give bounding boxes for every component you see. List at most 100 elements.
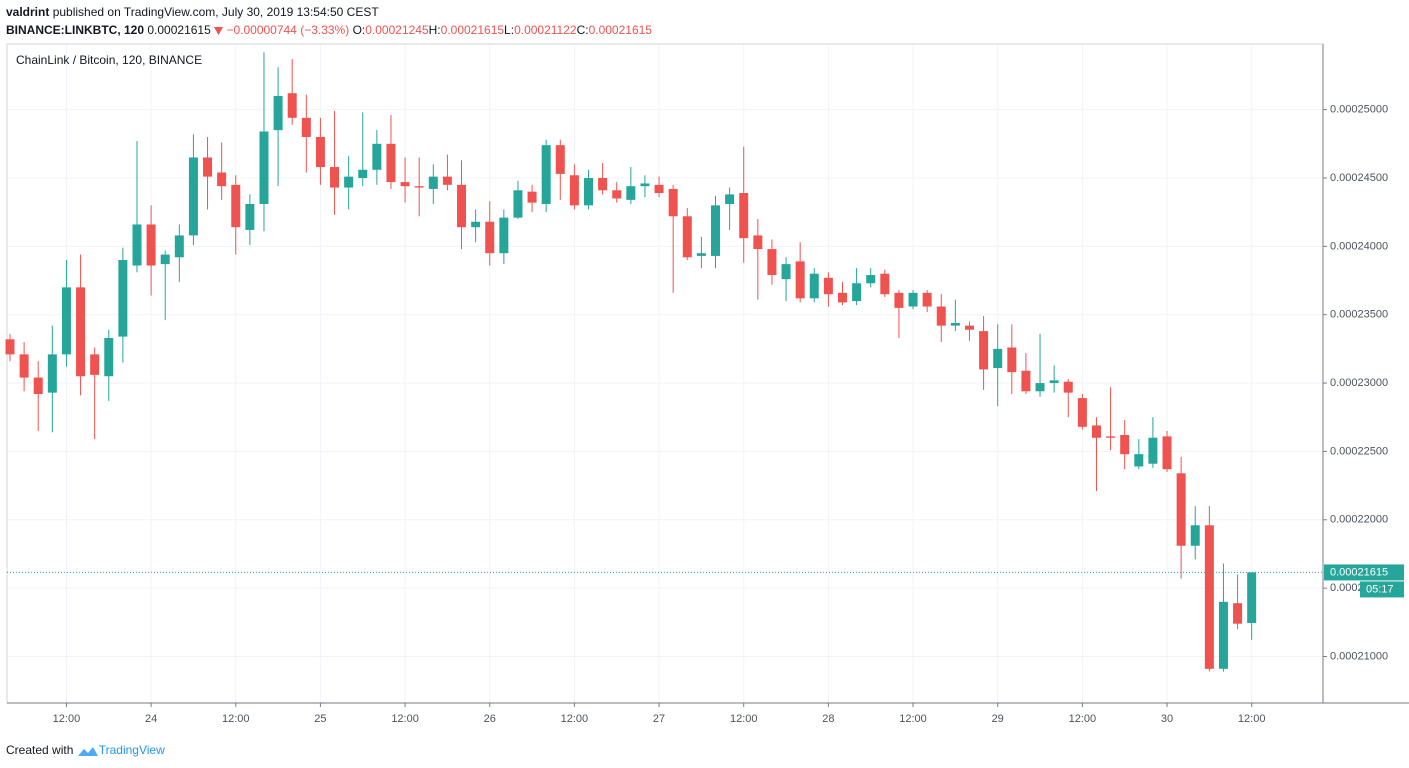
candle-body bbox=[513, 190, 523, 218]
candle-body bbox=[837, 292, 847, 303]
candle-body bbox=[203, 157, 213, 177]
ohlc-value: 0.00021245 bbox=[365, 23, 429, 37]
candle-body bbox=[174, 235, 184, 258]
candle-body bbox=[696, 253, 706, 256]
candle-body bbox=[725, 194, 735, 204]
candle-body bbox=[668, 188, 678, 217]
published: published on TradingView.com, July 30, 2… bbox=[52, 5, 379, 19]
candle-body bbox=[894, 292, 904, 308]
x-tick-label: 12:00 bbox=[53, 713, 81, 725]
candle-body bbox=[626, 186, 636, 200]
candle-body bbox=[414, 186, 424, 188]
candle-body bbox=[753, 235, 763, 250]
ohlc-label: O: bbox=[352, 23, 366, 37]
candle-body bbox=[330, 167, 340, 188]
candle-body bbox=[598, 177, 608, 191]
logo bbox=[77, 746, 98, 756]
candle-body bbox=[654, 184, 664, 194]
ohlc-label: C: bbox=[576, 23, 589, 37]
publish-line: valdrint published on TradingView.com, J… bbox=[6, 5, 379, 19]
candle-body bbox=[1218, 601, 1228, 669]
candle-body bbox=[386, 143, 396, 183]
candle-body bbox=[344, 176, 354, 188]
candle-body bbox=[823, 277, 833, 295]
candle-body bbox=[315, 136, 325, 168]
candle-body bbox=[1162, 436, 1172, 470]
candle-body bbox=[358, 169, 368, 178]
ohlc-value: 0.00021122 bbox=[514, 23, 577, 37]
candle-body bbox=[1148, 437, 1158, 464]
x-tick-label: 27 bbox=[653, 713, 665, 725]
candle-body bbox=[964, 325, 974, 330]
candle-body bbox=[400, 182, 410, 187]
candle-body bbox=[499, 217, 509, 254]
x-tick-label: 12:00 bbox=[391, 713, 419, 725]
candle-body bbox=[541, 145, 551, 204]
x-tick-label: 12:00 bbox=[222, 713, 250, 725]
x-tick-label: 12:00 bbox=[561, 713, 589, 725]
countdown: 05:17 bbox=[1366, 583, 1394, 595]
candle-body bbox=[146, 224, 156, 266]
candle-body bbox=[485, 221, 495, 254]
candle-body bbox=[922, 292, 932, 307]
candle-body bbox=[767, 249, 777, 276]
x-tick-label: 28 bbox=[822, 713, 834, 725]
candle-body bbox=[61, 287, 71, 355]
x-tick-label: 26 bbox=[484, 713, 496, 725]
candle-body bbox=[1091, 425, 1101, 438]
candle-body bbox=[160, 254, 170, 265]
ohlc-value: 0.00021615 bbox=[588, 23, 652, 37]
candle-body bbox=[132, 224, 142, 266]
candle-body bbox=[950, 322, 960, 326]
candle-body bbox=[1176, 473, 1186, 546]
candle-body bbox=[273, 95, 283, 131]
candle-body bbox=[682, 216, 692, 258]
candle-body bbox=[245, 203, 255, 230]
footer: Created with TradingView bbox=[6, 743, 165, 757]
last: 0.00021615 bbox=[147, 23, 211, 37]
candle-body bbox=[1233, 603, 1243, 624]
candle-body bbox=[640, 183, 650, 187]
candle-body bbox=[1106, 436, 1116, 438]
candle-body bbox=[711, 205, 720, 256]
ohlc: O:0.00021245H:0.00021615L:0.00021122C:0.… bbox=[353, 23, 652, 37]
symbol: BINANCE:LINKBTC, 120 bbox=[6, 23, 145, 37]
candle-body bbox=[739, 193, 749, 239]
y-tick-label: 0.00022000 bbox=[1330, 514, 1388, 526]
x-tick-label: 25 bbox=[314, 713, 326, 725]
candle-body bbox=[1204, 525, 1214, 669]
candle-body bbox=[287, 93, 297, 118]
candle-body bbox=[1120, 435, 1130, 455]
countdown-box bbox=[1360, 581, 1404, 598]
x-tick-label: 12:00 bbox=[1238, 713, 1266, 725]
candle-body bbox=[1077, 398, 1087, 427]
candle-body bbox=[5, 339, 15, 355]
chart-title: ChainLink / Bitcoin, 120, BINANCE bbox=[16, 53, 202, 67]
footer-brand: TradingView bbox=[98, 743, 165, 757]
ohlc-value: 0.00021615 bbox=[440, 23, 505, 37]
candle-body bbox=[457, 184, 467, 228]
candle-body bbox=[76, 287, 86, 377]
candle-body bbox=[118, 260, 128, 337]
x-tick-label: 30 bbox=[1161, 713, 1173, 725]
candle-body bbox=[809, 273, 819, 299]
candle-body bbox=[866, 275, 876, 284]
candle-body bbox=[442, 176, 452, 185]
candle-body bbox=[1035, 383, 1045, 392]
candle-body bbox=[1021, 370, 1031, 392]
candle-body bbox=[612, 190, 622, 199]
candle-body bbox=[1049, 380, 1059, 384]
candle-body bbox=[527, 191, 537, 203]
candle-body bbox=[569, 175, 579, 206]
candle-body bbox=[47, 354, 57, 393]
ohlc-label: H: bbox=[428, 23, 441, 37]
candle-body bbox=[979, 331, 989, 370]
candle-body bbox=[880, 273, 890, 295]
candle-body bbox=[188, 157, 198, 236]
candle-body bbox=[1247, 572, 1257, 624]
candle-body bbox=[231, 184, 241, 228]
candle-body bbox=[428, 176, 438, 189]
y-tick-label: 0.00023000 bbox=[1330, 377, 1388, 389]
candle-body bbox=[584, 177, 594, 206]
last-price-box bbox=[1324, 564, 1404, 581]
